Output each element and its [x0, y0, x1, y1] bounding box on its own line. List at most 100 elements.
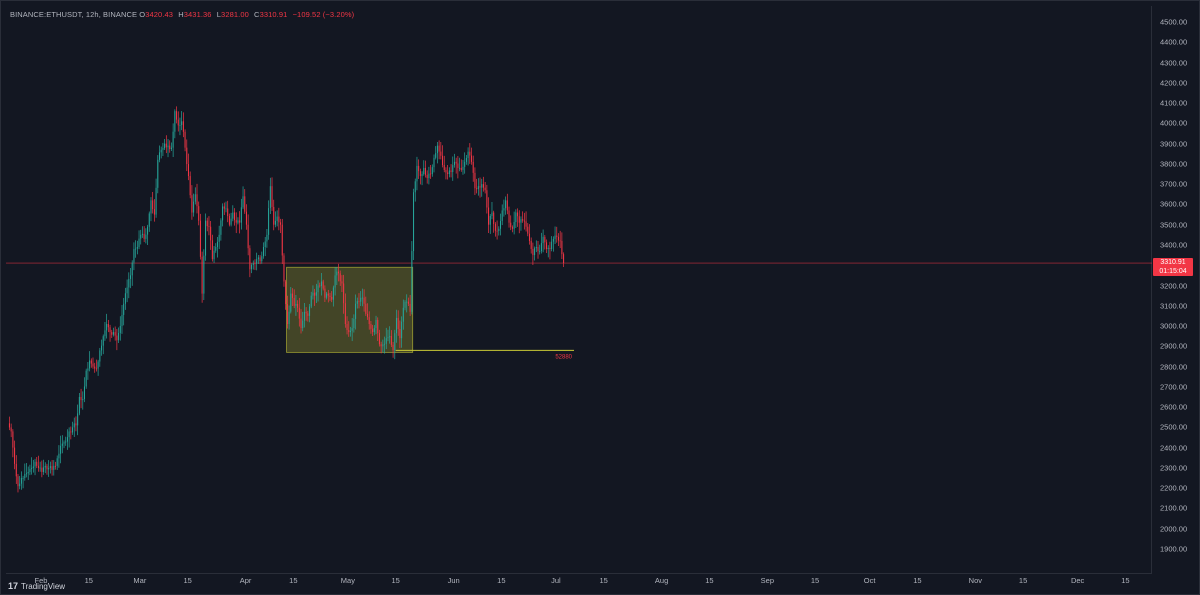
open-label: O	[139, 10, 146, 19]
candle-body	[489, 215, 491, 225]
candle-body	[286, 304, 288, 325]
candle-body	[506, 200, 508, 211]
candle-body	[165, 143, 167, 148]
candle-body	[293, 297, 295, 306]
brand-name: TradingView	[21, 581, 66, 591]
price-tick-label: 4000.00	[1160, 118, 1188, 128]
price-tick-label: 2200.00	[1160, 483, 1188, 493]
candle-body	[75, 423, 77, 426]
candle-body	[549, 247, 551, 250]
candle-body	[351, 328, 353, 331]
price-tick-label: 2900.00	[1160, 341, 1188, 351]
chart-plot-area[interactable]	[6, 6, 1152, 574]
candle-body	[136, 246, 138, 249]
candle-body	[559, 240, 561, 242]
candle-body	[436, 145, 438, 154]
candle-body	[119, 326, 121, 333]
candle-body	[114, 332, 116, 336]
candle-body	[442, 155, 444, 166]
candle-body	[94, 366, 96, 369]
candle-body	[373, 328, 375, 333]
candle-body	[556, 235, 558, 237]
candle-body	[542, 236, 544, 244]
candle-body	[153, 209, 155, 215]
candle-body	[261, 256, 263, 262]
candle-body	[402, 307, 404, 322]
candle-body	[230, 218, 232, 225]
price-tick-label: 4200.00	[1160, 78, 1188, 88]
candle-body	[310, 295, 312, 307]
candle-body	[252, 263, 254, 265]
candle-body	[80, 396, 82, 401]
candle-body	[365, 303, 367, 314]
candle-body	[162, 148, 164, 150]
candle-body	[336, 271, 338, 276]
candle-body	[276, 216, 278, 221]
price-tick-label: 3100.00	[1160, 301, 1188, 311]
current-price-value: 3310.91	[1160, 259, 1186, 266]
candle-body	[494, 223, 496, 231]
candle-body	[31, 467, 33, 469]
candle-body	[518, 216, 520, 223]
candle-body	[14, 447, 16, 464]
candle-body	[399, 328, 401, 339]
candle-body	[389, 336, 391, 338]
candle-body	[251, 264, 253, 270]
price-tick-label: 3700.00	[1160, 179, 1188, 189]
candle-body	[184, 131, 186, 148]
candle-body	[203, 255, 205, 294]
candle-body	[271, 186, 273, 207]
time-tick-label: 15	[705, 576, 714, 585]
candle-body	[121, 314, 123, 327]
candle-body	[499, 220, 502, 229]
candle-body	[135, 248, 137, 250]
candle-body	[305, 311, 307, 314]
time-tick-label: Aug	[654, 576, 669, 585]
candle-body	[469, 151, 471, 156]
candle-body	[385, 338, 387, 344]
candle-body	[199, 220, 201, 257]
time-tick-label: 15	[84, 576, 93, 585]
candle-body	[520, 219, 522, 223]
candle-body	[223, 206, 225, 209]
close-value: 3310.91	[259, 10, 288, 19]
candle-body	[557, 236, 559, 241]
candle-body	[8, 423, 10, 428]
price-axis[interactable]: 4500.00 4400.00 4300.00 4200.00 4100.00 4000.…	[1152, 6, 1194, 574]
candle-body	[140, 234, 142, 239]
candle-body	[505, 200, 507, 209]
candle-body	[455, 161, 457, 164]
candle-body	[332, 287, 334, 300]
candle-body	[118, 332, 120, 341]
support-level-label: 52880	[555, 354, 572, 360]
candle-body	[274, 220, 276, 225]
candle-body	[481, 184, 483, 188]
candle-body	[343, 283, 345, 304]
candle-body	[554, 235, 556, 239]
time-tick-label: Oct	[863, 576, 876, 585]
candle-body	[344, 303, 346, 325]
price-tick-label: 4300.00	[1160, 58, 1188, 68]
candle-body	[503, 208, 505, 211]
symbol-label[interactable]: BINANCE:ETHUSDT, 12h, BINANCE	[10, 10, 138, 19]
candle-body	[346, 324, 348, 331]
candle-body	[546, 242, 548, 250]
candle-body	[68, 431, 70, 438]
candle-body	[44, 465, 46, 468]
price-tick-label: 2700.00	[1160, 382, 1188, 392]
candle-body	[179, 124, 181, 126]
time-axis[interactable]: Feb 15 Mar 15 Apr 15 May 15 Jun 15 Jul 15 Aug 15 Sep 15…	[6, 574, 1152, 588]
candle-body	[126, 287, 128, 294]
time-tick-label: 15	[599, 576, 608, 585]
time-tick-label: Sep	[760, 576, 775, 585]
candle-body	[27, 471, 29, 474]
candle-body	[423, 167, 425, 175]
candle-body	[237, 220, 239, 223]
candle-body	[54, 465, 57, 467]
time-tick-label: 15	[1018, 576, 1028, 585]
candle-body	[467, 151, 469, 159]
candle-body	[220, 220, 222, 235]
candle-body	[453, 161, 455, 166]
tradingview-brand[interactable]: 17 TradingView	[8, 581, 65, 591]
